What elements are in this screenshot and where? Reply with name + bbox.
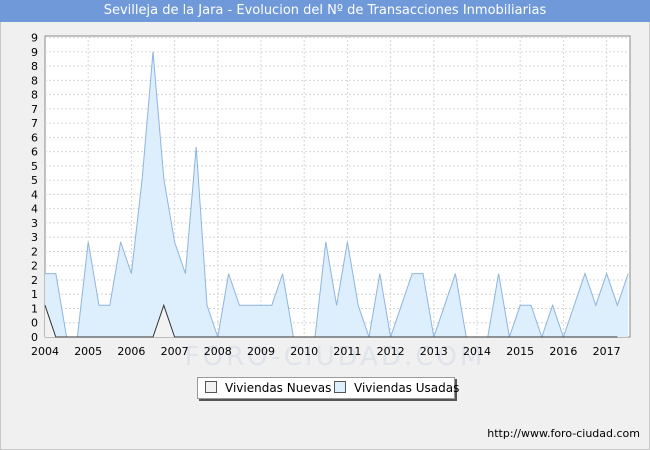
y-tick-label: 8 (31, 60, 38, 73)
y-tick-label: 8 (31, 74, 38, 87)
y-tick-label: 0 (31, 331, 38, 344)
legend: Viviendas Nuevas Viviendas Usadas (197, 377, 459, 399)
y-tick-label: 2 (31, 245, 38, 258)
y-tick-label: 7 (31, 117, 38, 130)
legend-label-nuevas: Viviendas Nuevas (225, 381, 332, 395)
source-url: http://www.foro-ciudad.com (487, 427, 640, 440)
x-tick-label: 2009 (247, 345, 275, 358)
y-tick-label: 2 (31, 274, 38, 287)
x-axis-ticks: 2004 2005 2006 2007 2008 2009 2010 2011 2012 2013… (31, 345, 621, 358)
y-tick-label: 5 (31, 160, 38, 173)
x-tick-label: 2017 (593, 345, 621, 358)
x-tick-label: 2014 (463, 345, 491, 358)
legend-item-usadas: Viviendas Usadas (334, 381, 459, 395)
x-tick-label: 2007 (161, 345, 189, 358)
y-tick-label: 1 (31, 288, 38, 301)
y-tick-label: 0 (31, 317, 38, 330)
legend-label-usadas: Viviendas Usadas (354, 381, 460, 395)
y-tick-label: 9 (31, 32, 38, 45)
y-tick-label: 8 (31, 89, 38, 102)
series-area-nuevas (45, 305, 618, 337)
x-tick-label: 2010 (290, 345, 318, 358)
legend-swatch-nuevas (205, 381, 217, 393)
y-tick-label: 7 (31, 103, 38, 116)
legend-item-nuevas: Viviendas Nuevas (205, 381, 331, 395)
y-tick-label: 9 (31, 46, 38, 59)
series-area-usadas (45, 51, 629, 338)
x-tick-label: 2006 (117, 345, 145, 358)
y-tick-label: 1 (31, 302, 38, 315)
y-tick-label: 6 (31, 146, 38, 159)
y-tick-label: 3 (31, 231, 38, 244)
legend-swatch-usadas (334, 381, 346, 393)
x-tick-label: 2005 (74, 345, 102, 358)
series-areas (44, 51, 629, 339)
x-tick-label: 2016 (549, 345, 577, 358)
x-tick-label: 2012 (377, 345, 405, 358)
x-tick-label: 2004 (31, 345, 59, 358)
y-tick-label: 6 (31, 131, 38, 144)
x-tick-label: 2011 (333, 345, 361, 358)
series-line-nuevas (44, 303, 618, 338)
x-tick-label: 2008 (204, 345, 232, 358)
x-tick-label: 2015 (506, 345, 534, 358)
watermark: FORO-CIUDAD.COM (185, 342, 486, 372)
y-tick-label: 5 (31, 174, 38, 187)
x-tick-label: 2013 (420, 345, 448, 358)
y-tick-label: 3 (31, 217, 38, 230)
y-tick-label: 4 (31, 188, 38, 201)
y-tick-label: 2 (31, 260, 38, 273)
y-tick-label: 4 (31, 203, 38, 216)
series-line-usadas (45, 51, 629, 339)
chart-title: Sevilleja de la Jara - Evolucion del Nº … (0, 0, 650, 22)
